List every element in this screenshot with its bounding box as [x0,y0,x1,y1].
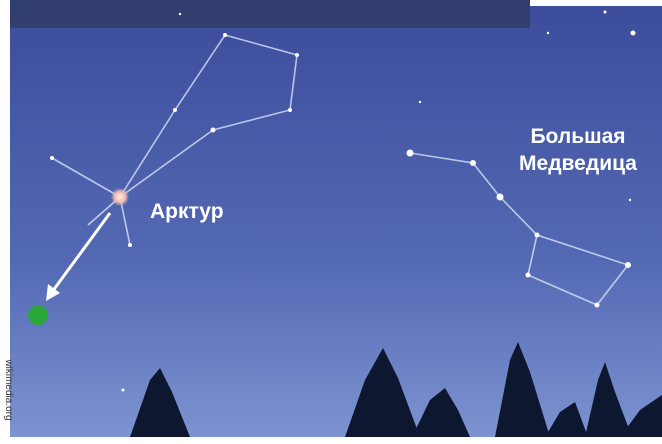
constellation-label: Медведица [519,152,637,175]
star-label: Арктур [150,200,224,223]
credit: wikimedia.org [3,358,14,420]
constellation-label: Большая [530,125,625,148]
star-map: wikimedia.org Арктур Большая Медведица [0,0,662,444]
arcturus [111,188,129,206]
target-dot [28,305,48,325]
bottom-edge [10,437,662,444]
photo-edge [10,0,530,28]
photo-edge [530,0,662,6]
